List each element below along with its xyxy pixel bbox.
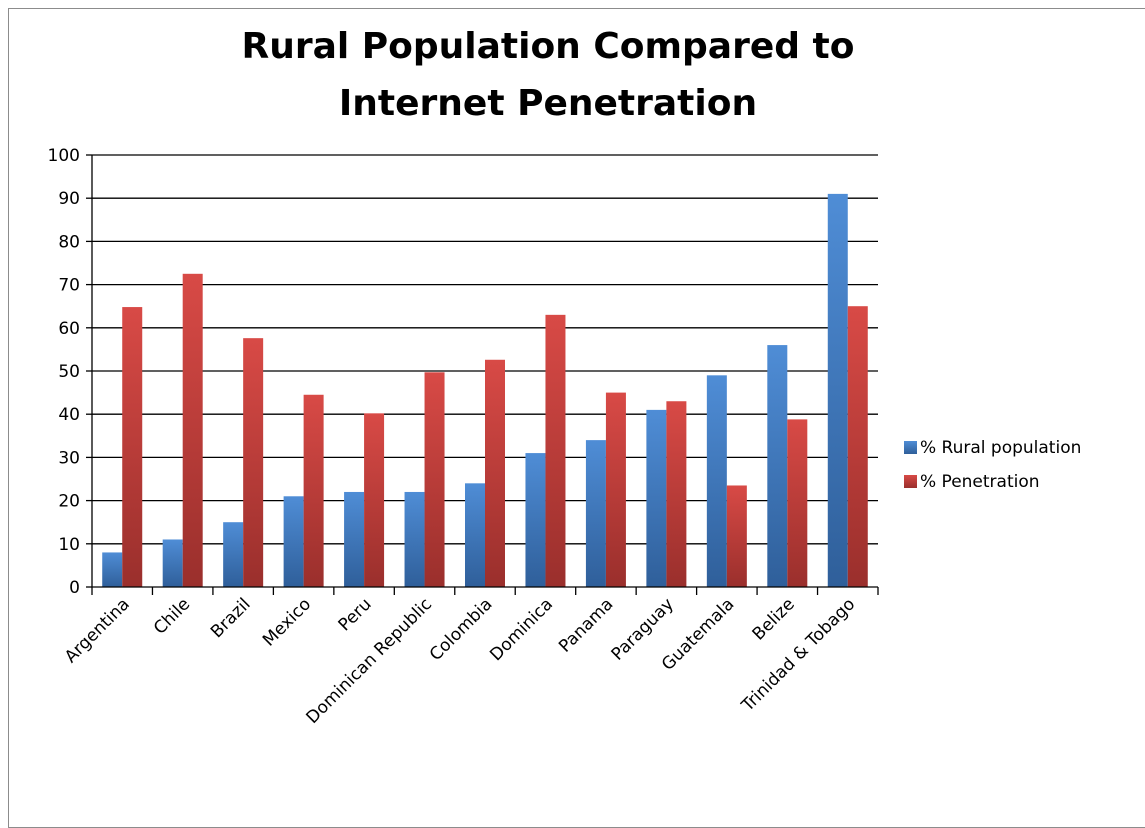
bars <box>102 193 868 587</box>
x-tick-label: Panama <box>555 594 617 656</box>
bar-penetration <box>243 338 264 587</box>
bar-rural-population <box>646 409 667 587</box>
bar-penetration <box>545 314 566 587</box>
bar-penetration <box>726 485 747 587</box>
axes <box>91 155 879 595</box>
bar-penetration <box>122 307 143 587</box>
y-tick-label: 80 <box>58 232 80 252</box>
x-tick-label: Brazil <box>207 594 255 642</box>
bar-penetration <box>485 359 505 587</box>
bar-rural-population <box>404 491 425 587</box>
y-tick-label: 100 <box>48 146 80 166</box>
y-tick-label: 60 <box>58 319 80 339</box>
chart-title-line-1: Rural Population Compared to <box>241 26 854 67</box>
y-tick-label: 90 <box>58 189 80 209</box>
chart-title-line-2: Internet Penetration <box>339 83 757 124</box>
y-tick-label: 50 <box>58 362 80 382</box>
bar-rural-population <box>585 440 606 587</box>
bar-penetration <box>303 394 324 587</box>
bar-rural-population <box>344 491 365 587</box>
x-tick-label: Mexico <box>259 594 315 650</box>
x-tick-label: Peru <box>335 594 376 635</box>
bar-penetration <box>364 413 385 587</box>
y-tick-labels: 0 10 20 30 40 50 60 70 80 90 100 <box>48 146 80 598</box>
bar-rural-population <box>706 375 727 587</box>
x-tick-labels: Argentina Chile Brazil Mexico PeruDominican … <box>61 594 859 728</box>
x-tick-label: Trinidad & Tobago <box>737 594 859 716</box>
bar-penetration <box>424 372 445 587</box>
x-tick-label: Argentina <box>61 594 134 667</box>
y-tick-label: 10 <box>58 535 80 555</box>
bar-penetration <box>182 273 203 587</box>
legend: % Rural population % Penetration <box>904 438 1081 492</box>
bar-penetration <box>666 401 687 587</box>
bar-penetration <box>847 306 868 587</box>
bar-rural-population <box>767 345 788 587</box>
bar-penetration <box>605 392 626 587</box>
bar-rural-population <box>223 522 244 587</box>
y-tick-label: 0 <box>69 578 80 598</box>
bar-rural-population <box>525 453 546 587</box>
x-tick-label: Colombia <box>426 594 497 665</box>
bar-penetration <box>787 419 808 587</box>
legend-swatch-penetration <box>904 475 917 488</box>
x-tick-label: Belize <box>749 594 799 644</box>
bar-rural-population <box>827 193 848 587</box>
bar-rural-population <box>465 483 485 587</box>
legend-label-penetration: % Penetration <box>920 472 1040 492</box>
y-tick-label: 30 <box>58 448 80 468</box>
chart: Rural Population Compared to Internet Pe… <box>48 26 1082 728</box>
legend-label-rural: % Rural population <box>920 438 1081 458</box>
bar-rural-population <box>283 496 304 587</box>
legend-swatch-rural <box>904 441 917 454</box>
bar-rural-population <box>162 539 183 587</box>
y-tick-label: 20 <box>58 492 80 512</box>
y-tick-label: 70 <box>58 276 80 296</box>
bar-rural-population <box>102 552 123 587</box>
x-tick-label: Dominica <box>486 594 557 665</box>
x-tick-label: Chile <box>150 594 194 638</box>
y-tick-label: 40 <box>58 405 80 425</box>
